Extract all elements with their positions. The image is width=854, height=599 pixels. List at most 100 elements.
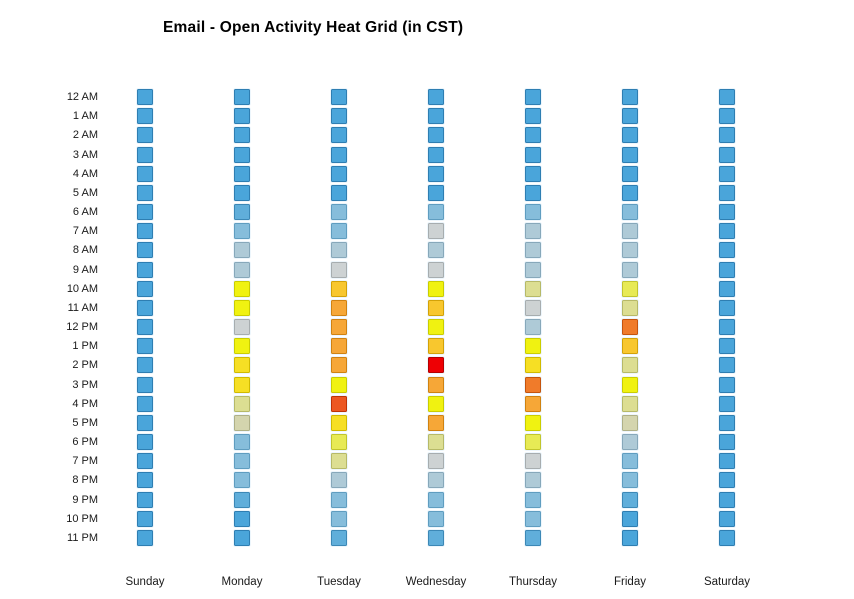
heatmap-cell[interactable] <box>719 414 735 431</box>
heatmap-cell[interactable] <box>719 530 735 546</box>
heatmap-cell[interactable] <box>331 242 347 259</box>
heatmap-cell[interactable] <box>234 223 250 240</box>
heatmap-cell[interactable] <box>525 453 541 470</box>
heatmap-cell[interactable] <box>331 338 347 355</box>
heatmap-cell[interactable] <box>719 453 735 470</box>
heatmap-cell[interactable] <box>137 376 153 393</box>
heatmap-cell[interactable] <box>331 204 347 221</box>
heatmap-cell[interactable] <box>525 376 541 393</box>
heatmap-cell[interactable] <box>137 395 153 412</box>
heatmap-cell[interactable] <box>525 414 541 431</box>
heatmap-cell[interactable] <box>525 204 541 221</box>
heatmap-cell[interactable] <box>622 453 638 470</box>
heatmap-cell[interactable] <box>331 223 347 240</box>
heatmap-cell[interactable] <box>331 453 347 470</box>
heatmap-cell[interactable] <box>137 108 153 125</box>
heatmap-cell[interactable] <box>428 184 444 201</box>
heatmap-cell[interactable] <box>428 242 444 259</box>
heatmap-cell[interactable] <box>622 280 638 297</box>
heatmap-cell[interactable] <box>622 299 638 316</box>
heatmap-cell[interactable] <box>331 108 347 125</box>
heatmap-cell[interactable] <box>719 261 735 278</box>
heatmap-cell[interactable] <box>234 395 250 412</box>
heatmap-cell[interactable] <box>234 146 250 163</box>
heatmap-cell[interactable] <box>525 108 541 125</box>
heatmap-cell[interactable] <box>137 491 153 508</box>
heatmap-cell[interactable] <box>428 530 444 546</box>
heatmap-cell[interactable] <box>428 165 444 182</box>
heatmap-cell[interactable] <box>428 395 444 412</box>
heatmap-cell[interactable] <box>719 472 735 489</box>
heatmap-cell[interactable] <box>622 338 638 355</box>
heatmap-cell[interactable] <box>331 510 347 527</box>
heatmap-cell[interactable] <box>137 242 153 259</box>
heatmap-cell[interactable] <box>525 223 541 240</box>
heatmap-cell[interactable] <box>719 223 735 240</box>
heatmap-cell[interactable] <box>137 319 153 336</box>
heatmap-cell[interactable] <box>719 280 735 297</box>
heatmap-cell[interactable] <box>234 184 250 201</box>
heatmap-cell[interactable] <box>525 165 541 182</box>
heatmap-cell[interactable] <box>719 146 735 163</box>
heatmap-cell[interactable] <box>137 530 153 546</box>
heatmap-cell[interactable] <box>622 242 638 259</box>
heatmap-cell[interactable] <box>331 414 347 431</box>
heatmap-cell[interactable] <box>137 184 153 201</box>
heatmap-cell[interactable] <box>234 453 250 470</box>
heatmap-cell[interactable] <box>719 434 735 451</box>
heatmap-cell[interactable] <box>719 242 735 259</box>
heatmap-cell[interactable] <box>622 357 638 374</box>
heatmap-cell[interactable] <box>331 184 347 201</box>
heatmap-cell[interactable] <box>428 127 444 144</box>
heatmap-cell[interactable] <box>622 319 638 336</box>
heatmap-cell[interactable] <box>234 204 250 221</box>
heatmap-cell[interactable] <box>137 453 153 470</box>
heatmap-cell[interactable] <box>525 261 541 278</box>
heatmap-cell[interactable] <box>428 376 444 393</box>
heatmap-cell[interactable] <box>137 357 153 374</box>
heatmap-cell[interactable] <box>622 223 638 240</box>
heatmap-cell[interactable] <box>525 434 541 451</box>
heatmap-cell[interactable] <box>622 204 638 221</box>
heatmap-cell[interactable] <box>234 261 250 278</box>
heatmap-cell[interactable] <box>234 338 250 355</box>
heatmap-cell[interactable] <box>137 204 153 221</box>
heatmap-cell[interactable] <box>428 319 444 336</box>
heatmap-cell[interactable] <box>137 510 153 527</box>
heatmap-cell[interactable] <box>719 204 735 221</box>
heatmap-cell[interactable] <box>234 127 250 144</box>
heatmap-cell[interactable] <box>331 127 347 144</box>
heatmap-cell[interactable] <box>622 146 638 163</box>
heatmap-cell[interactable] <box>525 357 541 374</box>
heatmap-cell[interactable] <box>428 299 444 316</box>
heatmap-cell[interactable] <box>428 510 444 527</box>
heatmap-cell[interactable] <box>234 242 250 259</box>
heatmap-cell[interactable] <box>428 414 444 431</box>
heatmap-cell[interactable] <box>234 319 250 336</box>
heatmap-cell[interactable] <box>428 338 444 355</box>
heatmap-cell[interactable] <box>331 530 347 546</box>
heatmap-cell[interactable] <box>525 491 541 508</box>
heatmap-cell[interactable] <box>428 491 444 508</box>
heatmap-cell[interactable] <box>234 472 250 489</box>
heatmap-cell[interactable] <box>719 395 735 412</box>
heatmap-cell[interactable] <box>137 165 153 182</box>
heatmap-cell[interactable] <box>525 184 541 201</box>
heatmap-cell[interactable] <box>622 127 638 144</box>
heatmap-cell[interactable] <box>622 376 638 393</box>
heatmap-cell[interactable] <box>428 108 444 125</box>
heatmap-cell[interactable] <box>234 414 250 431</box>
heatmap-cell[interactable] <box>525 280 541 297</box>
heatmap-cell[interactable] <box>622 414 638 431</box>
heatmap-cell[interactable] <box>331 376 347 393</box>
heatmap-cell[interactable] <box>428 453 444 470</box>
heatmap-cell[interactable] <box>137 414 153 431</box>
heatmap-cell[interactable] <box>525 472 541 489</box>
heatmap-cell[interactable] <box>428 261 444 278</box>
heatmap-cell[interactable] <box>525 242 541 259</box>
heatmap-cell[interactable] <box>428 146 444 163</box>
heatmap-cell[interactable] <box>137 223 153 240</box>
heatmap-cell[interactable] <box>331 146 347 163</box>
heatmap-cell[interactable] <box>234 108 250 125</box>
heatmap-cell[interactable] <box>428 204 444 221</box>
